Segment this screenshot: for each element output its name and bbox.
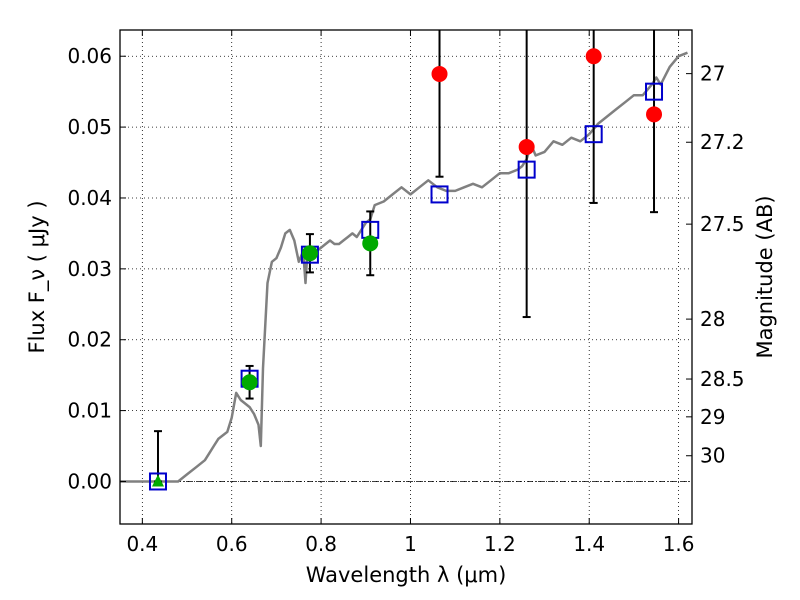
y-tick-label: 0.02	[67, 328, 112, 352]
y2-tick-label: 27.5	[700, 212, 745, 236]
y2-tick-label: 28	[700, 307, 725, 331]
plot-background	[120, 30, 692, 524]
model-photometry-square	[645, 82, 664, 101]
y-axis-label: Flux F_ν ( μJy )	[25, 200, 50, 353]
observed-point	[431, 65, 448, 82]
model-photometry-square	[430, 185, 449, 204]
plot-frame	[119, 29, 693, 525]
y2-tick-label: 28.5	[700, 367, 745, 391]
observed-point	[241, 374, 258, 391]
x-tick-label: 1.6	[663, 532, 695, 556]
x-axis-label: Wavelength λ (μm)	[306, 563, 507, 587]
x-tick-label: 1	[404, 532, 417, 556]
y-tick-label: 0.04	[67, 186, 112, 210]
observed-point	[301, 245, 318, 262]
observed-point	[362, 235, 379, 252]
observed-point	[518, 138, 535, 155]
x-tick-label: 0.6	[216, 532, 248, 556]
y2-axis-label: Magnitude (AB)	[753, 195, 777, 358]
observed-limit-triangle	[151, 474, 164, 487]
y-tick-label: 0.01	[67, 399, 112, 423]
x-tick-label: 1.4	[573, 532, 605, 556]
model-photometry-square	[584, 125, 603, 144]
y2-tick-label: 30	[700, 444, 725, 468]
model-photometry-square	[148, 472, 167, 491]
model-photometry-square	[517, 160, 536, 179]
x-tick-label: 1.2	[484, 532, 516, 556]
error-bars	[153, 30, 659, 483]
y2-tick-label: 29	[700, 405, 725, 429]
observed-point	[585, 48, 602, 65]
x-tick-label: 0.4	[126, 532, 158, 556]
observed-point	[646, 106, 663, 123]
y-tick-label: 0.00	[67, 469, 112, 493]
y-tick-label: 0.05	[67, 115, 112, 139]
y2-tick-label: 27	[700, 62, 725, 86]
y-tick-label: 0.03	[67, 257, 112, 281]
y2-tick-label: 27.2	[700, 130, 745, 154]
x-tick-label: 0.8	[305, 532, 337, 556]
markers	[148, 48, 664, 491]
axis-ticks: 0.4 0.6 0.8 1 1.2 1.4 1.6 0.00 0.01 0.02 0.03 0.04 0…	[67, 30, 745, 556]
y-tick-label: 0.06	[67, 44, 112, 68]
